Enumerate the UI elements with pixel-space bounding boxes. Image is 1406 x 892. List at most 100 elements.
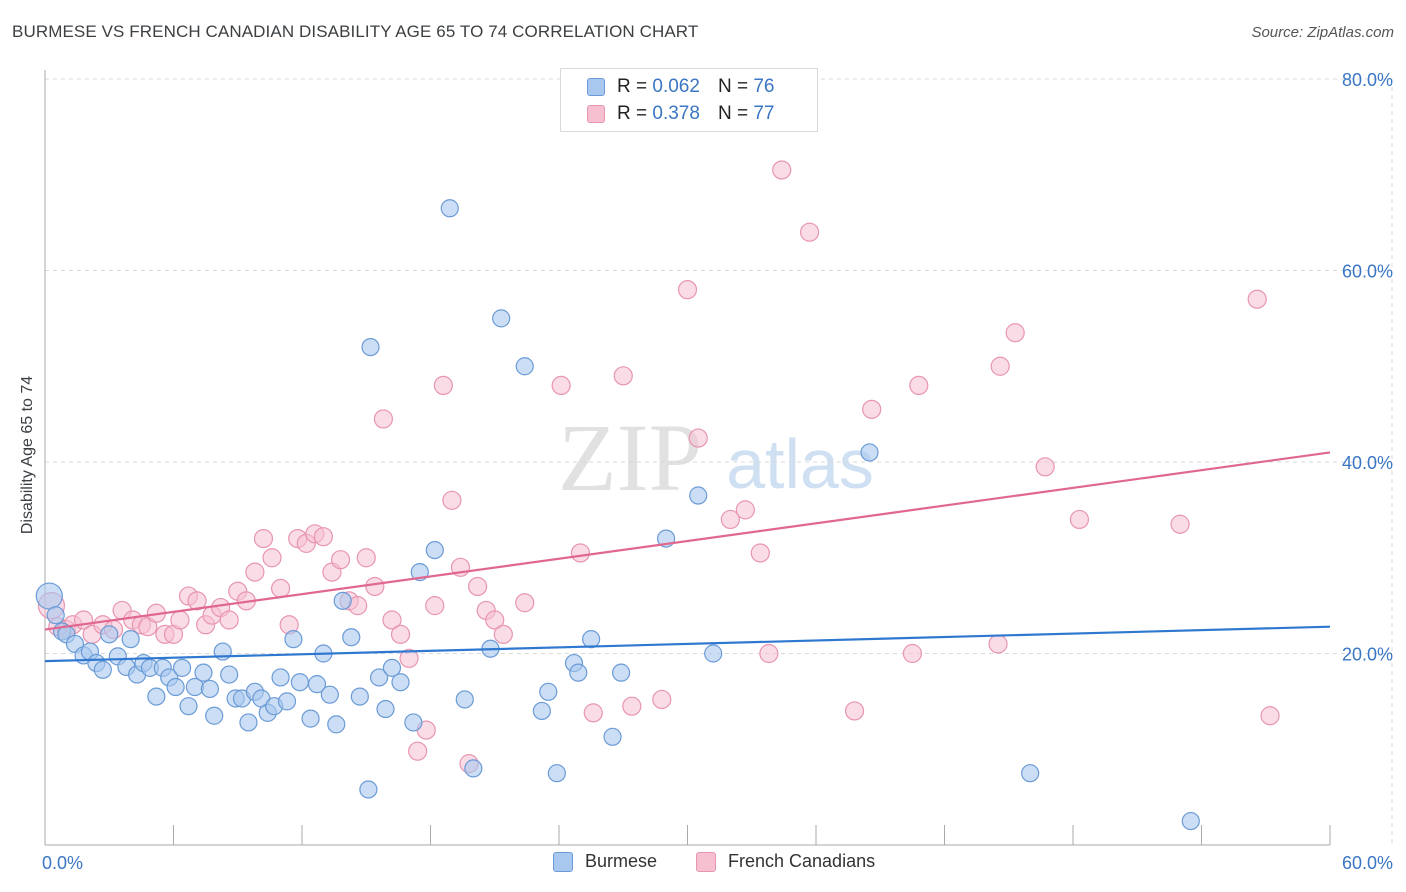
burmese-swatch: [553, 851, 573, 872]
burmese-point: [547, 764, 566, 783]
burmese-point: [320, 685, 339, 704]
french-canadians-point: [442, 490, 462, 510]
burmese-point: [200, 679, 220, 699]
n-label: N =: [717, 76, 749, 97]
french-canadians-point: [373, 409, 393, 429]
french-canadians-point: [493, 624, 513, 644]
r-label: R =: [617, 103, 648, 124]
french-canadians-trend-line: [44, 451, 1331, 631]
french-canadians-point: [313, 527, 334, 547]
french-canadians-point: [1170, 514, 1190, 534]
burmese-point: [689, 486, 708, 505]
burmese-point: [359, 780, 378, 799]
french-canadians-point: [988, 634, 1008, 654]
burmese-point: [440, 199, 459, 218]
burmese-point: [1021, 764, 1040, 783]
source-label: Source: ZipAtlas.com: [1251, 24, 1394, 41]
french-canadians-point: [1260, 706, 1280, 726]
french-canadians-point: [408, 741, 428, 761]
burmese-point: [172, 658, 192, 677]
french-canadians-point: [399, 648, 419, 668]
french-canadians-point: [759, 643, 779, 664]
french-swatch: [587, 105, 605, 123]
burmese-point: [532, 701, 551, 721]
burmese-point: [361, 338, 380, 357]
french-canadians-point: [433, 375, 453, 395]
burmese-point: [307, 675, 327, 694]
french-canadians-point: [330, 550, 351, 570]
french-canadians-point: [365, 576, 385, 597]
french-canadians-point: [583, 703, 603, 723]
y-tick-label: 40.0%: [1342, 453, 1393, 473]
x-tick-label: 0.0%: [42, 853, 83, 873]
watermark-zip: ZIP: [558, 404, 702, 511]
french-canadians-point: [622, 696, 642, 716]
french-canadians-point: [219, 610, 239, 630]
burmese-point: [425, 540, 444, 560]
burmese-point: [376, 699, 395, 719]
legend-item-burmese: Burmese: [553, 851, 657, 872]
burmese-point: [539, 682, 558, 701]
french-canadians-point: [382, 610, 402, 630]
burmese-point: [342, 628, 361, 647]
burmese-point: [166, 677, 185, 697]
french-canadians-point: [551, 375, 571, 395]
x-tick-label: 60.0%: [1342, 853, 1393, 873]
watermark-atlas: atlas: [726, 425, 874, 503]
french-canadians-point: [485, 610, 505, 630]
burmese-point: [93, 660, 112, 679]
y-tick-label: 80.0%: [1342, 70, 1393, 90]
legend-row-french: R = 0.378 N = 77: [587, 102, 774, 126]
french-canadians-point: [1005, 323, 1025, 343]
burmese-point: [277, 692, 297, 711]
french-canadians-point: [720, 509, 740, 530]
french-canadians-point: [677, 280, 698, 300]
french-canadians-point: [844, 701, 865, 721]
burmese-point: [100, 625, 119, 644]
french-canadians-point: [138, 617, 158, 637]
burmese-point: [290, 673, 309, 692]
burmese-point: [382, 658, 402, 677]
r-value: 0.378: [652, 103, 700, 124]
burmese-point: [301, 709, 320, 728]
correlation-legend: R = 0.062 N = 76 R = 0.378 N = 77: [560, 68, 818, 132]
french-swatch: [696, 851, 716, 872]
burmese-point: [284, 630, 303, 649]
french-canadians-point: [425, 596, 445, 616]
burmese-point: [464, 759, 483, 778]
french-canadians-point: [270, 578, 291, 598]
burmese-point: [860, 443, 879, 462]
french-canadians-point: [1035, 457, 1055, 477]
y-tick-label: 60.0%: [1342, 262, 1393, 282]
french-canadians-point: [253, 528, 274, 549]
burmese-point: [327, 715, 346, 734]
n-value: 76: [753, 76, 775, 97]
burmese-point: [612, 663, 631, 682]
french-canadians-point: [187, 591, 207, 611]
legend-label-french-canadians: French Canadians: [728, 851, 876, 871]
watermark: ZIP atlas: [558, 404, 874, 511]
burmese-point: [333, 591, 352, 610]
burmese-point: [370, 668, 389, 687]
french-canadians-point: [799, 222, 820, 242]
burmese-point: [121, 630, 140, 649]
french-canadians-point: [735, 500, 755, 520]
burmese-point: [515, 357, 534, 376]
french-canadians-point: [170, 610, 190, 630]
french-canadians-point: [613, 366, 633, 386]
burmese-point: [582, 630, 601, 649]
burmese-swatch: [587, 78, 605, 96]
burmese-point: [391, 673, 410, 692]
french-canadians-point: [570, 543, 591, 563]
y-tick-label: 20.0%: [1342, 645, 1393, 665]
french-canadians-point: [1247, 289, 1267, 309]
burmese-point: [271, 668, 290, 687]
burmese-trend-line: [44, 625, 1331, 663]
burmese-point: [603, 727, 622, 746]
french-canadians-point: [862, 399, 882, 419]
n-label: N =: [717, 103, 749, 124]
burmese-point: [404, 713, 423, 732]
chart-title: BURMESE VS FRENCH CANADIAN DISABILITY AG…: [12, 22, 699, 41]
burmese-point: [455, 690, 474, 709]
burmese-points: [35, 199, 1200, 831]
